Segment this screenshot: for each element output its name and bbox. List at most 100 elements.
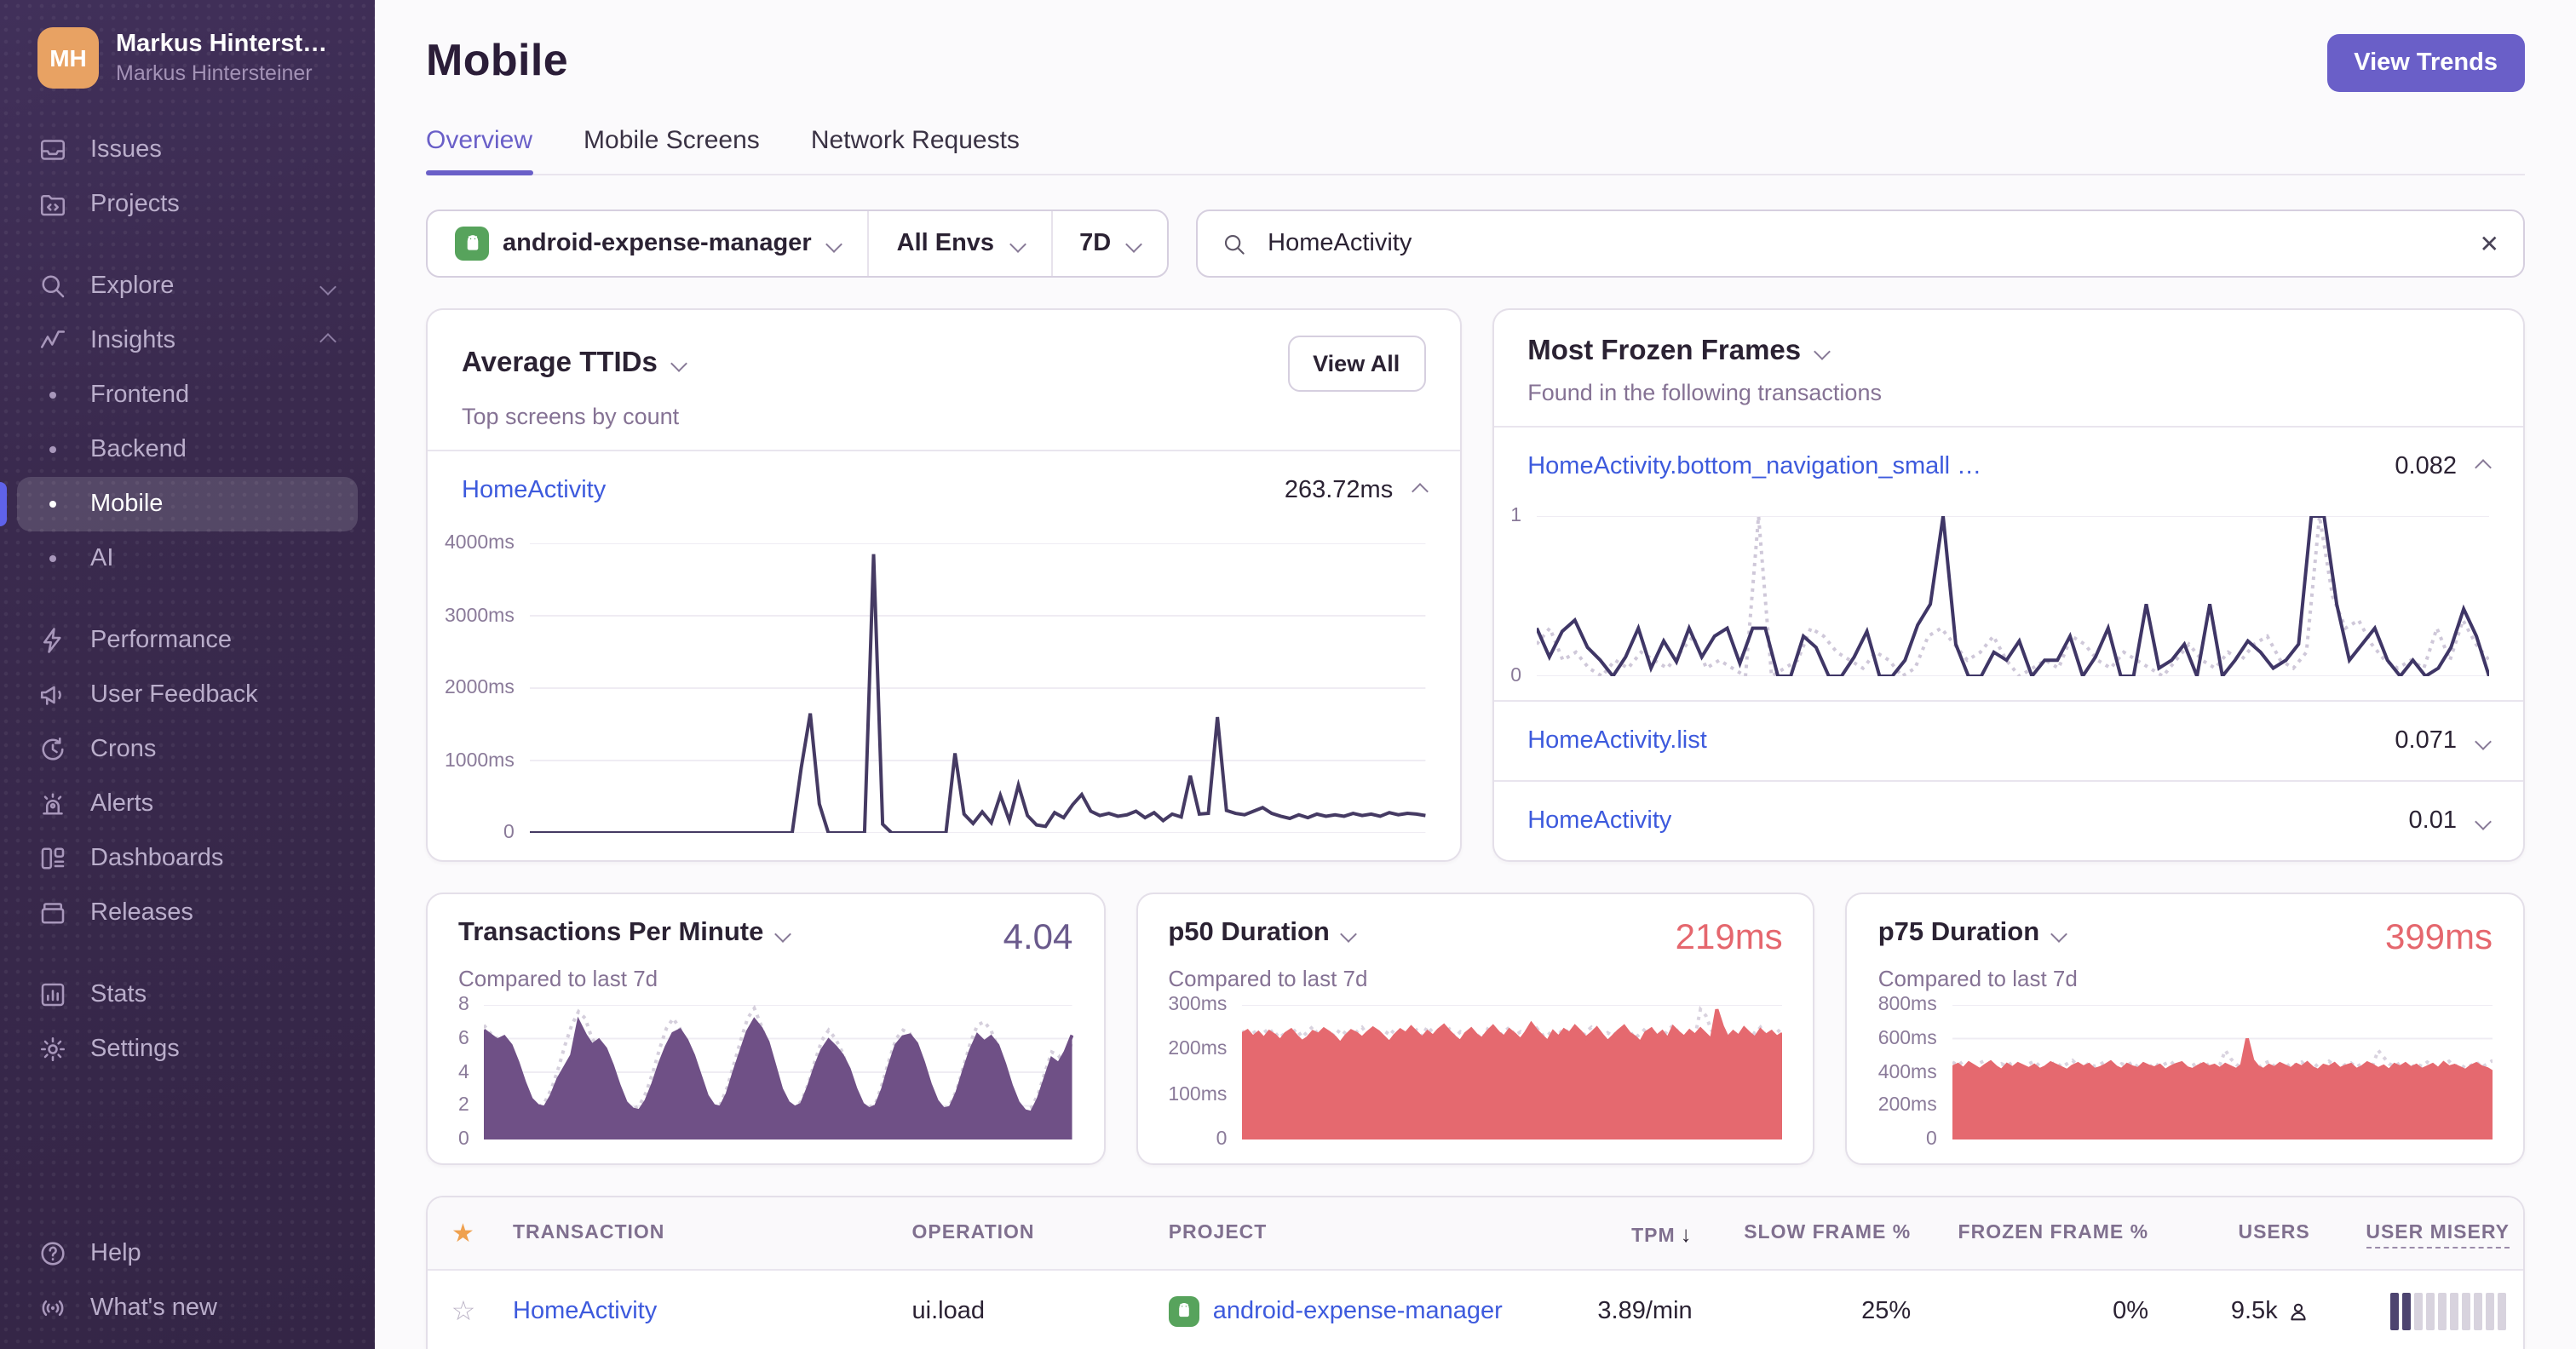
view-all-button[interactable]: View All [1287, 336, 1426, 392]
users-count: 9.5k [2230, 1298, 2278, 1325]
cell-user-misery [2324, 1293, 2523, 1330]
sidebar-item-label: Dashboards [90, 845, 224, 872]
date-range-selector[interactable]: 7D [1050, 211, 1167, 276]
transaction-link[interactable]: HomeActivity [462, 477, 607, 504]
table-row[interactable]: ☆ HomeActivity ui.load android-expense-m… [428, 1271, 2523, 1349]
sidebar-item-label: Stats [90, 981, 147, 1008]
p50-duration-card: p50 Duration 219ms Compared to last 7d 3… [1136, 893, 1815, 1165]
page-header: Mobile View Trends [426, 34, 2525, 92]
transaction-link[interactable]: HomeActivity.list [1527, 727, 1707, 755]
card-header: Average TTIDs View All Top screens by co… [428, 310, 1459, 450]
bar-chart-icon [41, 983, 65, 1007]
col-frozen-frame[interactable]: FROZEN FRAME % [1958, 1223, 2149, 1243]
tpm-card: Transactions Per Minute 4.04 Compared to… [426, 893, 1106, 1165]
col-users[interactable]: USERS [2238, 1223, 2310, 1243]
misery-bar [2438, 1293, 2447, 1330]
transaction-link[interactable]: HomeActivity.bottom_navigation_small … [1527, 453, 1982, 480]
sidebar-item-crons[interactable]: Crons [17, 722, 358, 777]
collapse-icon[interactable] [1411, 482, 1429, 499]
sidebar-item-ai[interactable]: AI [17, 531, 358, 586]
bullet-icon [49, 555, 56, 562]
sidebar-item-label: Issues [90, 136, 162, 164]
sidebar-item-frontend[interactable]: Frontend [17, 368, 358, 422]
clear-search-icon[interactable]: ✕ [2479, 229, 2499, 256]
sidebar-item-issues[interactable]: Issues [17, 123, 358, 177]
layout-icon [41, 847, 65, 870]
most-frozen-frames-card: Most Frozen Frames Found in the followin… [1492, 308, 2525, 862]
frozen-transaction-row[interactable]: HomeActivity.list 0.071 [1493, 702, 2523, 780]
android-icon [1168, 1296, 1199, 1327]
expand-icon[interactable] [2475, 812, 2492, 829]
sidebar-item-label: Settings [90, 1036, 180, 1063]
sidebar-item-alerts[interactable]: Alerts [17, 777, 358, 831]
sidebar-item-dashboards[interactable]: Dashboards [17, 831, 358, 886]
tab-overview[interactable]: Overview [426, 126, 532, 175]
sidebar-item-user-feedback[interactable]: User Feedback [17, 668, 358, 722]
sidebar-item-label: Crons [90, 736, 157, 763]
col-slow-frame[interactable]: SLOW FRAME % [1744, 1223, 1912, 1243]
sidebar-item-label: User Feedback [90, 681, 258, 709]
col-user-misery[interactable]: USER MISERY [2324, 1223, 2523, 1249]
transaction-link[interactable]: HomeActivity [1527, 807, 1672, 835]
y-axis-ticks: 4000ms 3000ms 2000ms 1000ms 0 [445, 533, 515, 843]
average-ttids-title-dropdown[interactable]: Average TTIDs [462, 347, 687, 380]
sidebar-item-label: Projects [90, 191, 180, 218]
sidebar-item-mobile[interactable]: Mobile [17, 477, 358, 531]
p50-value: 219ms [1675, 918, 1783, 957]
ttid-transaction-row[interactable]: HomeActivity 263.72ms [428, 451, 1459, 530]
p75-title-dropdown[interactable]: p75 Duration [1878, 918, 2068, 949]
search-input[interactable] [1264, 228, 2463, 259]
avatar: MH [37, 27, 99, 89]
tab-mobile-screens[interactable]: Mobile Screens [584, 126, 760, 155]
project-selector[interactable]: android-expense-manager [428, 211, 868, 276]
sidebar-item-insights[interactable]: Insights [17, 313, 358, 368]
favorite-star-toggle[interactable]: ☆ [451, 1298, 476, 1327]
sidebar-item-performance[interactable]: Performance [17, 613, 358, 668]
tpm-value: 4.04 [1003, 918, 1073, 957]
frozen-transaction-row[interactable]: HomeActivity 0.01 [1493, 780, 2523, 860]
p50-title-dropdown[interactable]: p50 Duration [1168, 918, 1358, 949]
frozen-transaction-row[interactable]: HomeActivity.bottom_navigation_small … 0… [1493, 428, 2523, 506]
frozen-frames-title-dropdown[interactable]: Most Frozen Frames [1527, 336, 1831, 368]
expand-icon[interactable] [2475, 732, 2492, 749]
view-trends-button[interactable]: View Trends [2326, 34, 2525, 92]
cell-operation: ui.load [911, 1298, 985, 1325]
sidebar-item-label: AI [90, 545, 114, 572]
misery-bar [2498, 1293, 2506, 1330]
environment-selector-value: All Envs [896, 230, 995, 257]
sidebar-item-stats[interactable]: Stats [17, 967, 358, 1022]
col-transaction[interactable]: TRANSACTION [513, 1223, 665, 1243]
user-org: Markus Hintersteiner [116, 61, 313, 85]
sidebar-item-backend[interactable]: Backend [17, 422, 358, 477]
average-ttids-card: Average TTIDs View All Top screens by co… [426, 308, 1462, 862]
col-project[interactable]: PROJECT [1168, 1223, 1268, 1243]
frozen-rate-value: 0.01 [2408, 807, 2457, 835]
issues-icon [40, 140, 66, 160]
collapse-icon[interactable] [2475, 458, 2492, 475]
tpm-title-dropdown[interactable]: Transactions Per Minute [458, 918, 792, 949]
chart-canvas [484, 1005, 1073, 1139]
trend-line-icon [40, 330, 66, 348]
sidebar-item-settings[interactable]: Settings [17, 1022, 358, 1076]
sidebar-item-releases[interactable]: Releases [17, 886, 358, 940]
broadcast-icon [42, 1300, 64, 1317]
frozen-rate-value: 0.071 [2395, 727, 2457, 755]
col-operation[interactable]: OPERATION [911, 1223, 1035, 1243]
clock-history-icon [42, 737, 64, 761]
transactions-table: ★ TRANSACTION OPERATION PROJECT TPM ↓ SLO… [426, 1196, 2525, 1349]
tab-network-requests[interactable]: Network Requests [810, 126, 1020, 155]
transaction-link[interactable]: HomeActivity [513, 1298, 658, 1325]
page-title: Mobile [426, 34, 569, 85]
sidebar-item-help[interactable]: Help [17, 1226, 358, 1281]
user-menu[interactable]: MH Markus Hinterst… Markus Hintersteiner [0, 0, 375, 106]
sidebar-item-projects[interactable]: Projects [17, 177, 358, 232]
table-header-row: ★ TRANSACTION OPERATION PROJECT TPM ↓ SLO… [428, 1197, 2523, 1271]
misery-bar [2414, 1293, 2423, 1330]
col-tpm[interactable]: TPM ↓ [1516, 1220, 1706, 1246]
misery-bar [2402, 1293, 2411, 1330]
project-link[interactable]: android-expense-manager [1212, 1298, 1503, 1325]
sidebar-item-explore[interactable]: Explore [17, 259, 358, 313]
sidebar-item-whats-new[interactable]: What's new [17, 1281, 358, 1335]
environment-selector[interactable]: All Envs [867, 211, 1050, 276]
